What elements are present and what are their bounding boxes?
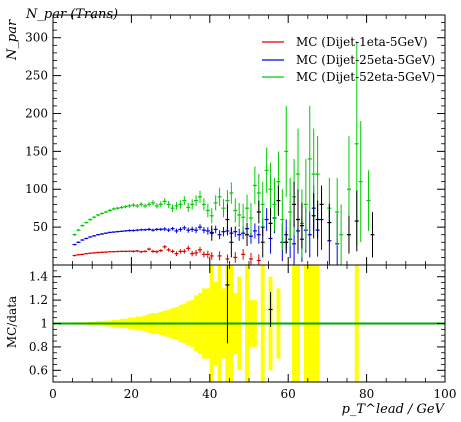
x-tick-label: 60	[281, 387, 296, 401]
x-axis-label: p_T^lead / GeV	[342, 402, 446, 417]
x-tick-label: 80	[359, 387, 374, 401]
series-4	[209, 181, 375, 258]
x-tick-label: 20	[124, 387, 139, 401]
y-tick-label: 100	[25, 182, 48, 196]
y-tick-label: 300	[25, 31, 48, 45]
y-tick-label: 50	[33, 220, 48, 234]
series-2	[72, 185, 340, 265]
x-tick-label: 100	[434, 387, 457, 401]
legend-label-1: MC (Dijet-1eta-5GeV)	[296, 35, 428, 49]
legend-label-2: MC (Dijet-25eta-5GeV)	[296, 53, 435, 67]
ratio-y-tick-label: 0.8	[29, 340, 48, 354]
main-y-axis-label: N_par	[5, 19, 20, 61]
main-panel: 50 100 150 200 250 300	[25, 14, 446, 266]
y-tick-label: 150	[25, 144, 48, 158]
y-tick-label: 200	[25, 106, 48, 120]
series-1	[72, 244, 261, 265]
legend-label-3: MC (Dijet-52eta-5GeV)	[296, 70, 435, 84]
ratio-y-axis-label: MC/data	[5, 296, 19, 348]
ratio-y-tick-label: 1.2	[29, 293, 48, 307]
ratio-y-tick-label: 1.4	[29, 270, 48, 284]
legend: MC (Dijet-1eta-5GeV) MC (Dijet-25eta-5Ge…	[262, 35, 435, 84]
y-tick-label: 250	[25, 69, 48, 83]
x-tick-label: 0	[49, 387, 57, 401]
ratio-y-axis: 0.6 0.8 1 1.2 1.4	[29, 270, 445, 377]
x-axis: 0 20 40 60 80 100	[49, 15, 456, 401]
ratio-y-tick-label: 1	[40, 317, 48, 331]
ratio-plot-area	[53, 265, 445, 382]
main-plot-area	[72, 41, 375, 265]
x-tick-label: 40	[202, 387, 217, 401]
ratio-panel: 0.6 0.8 1 1.2 1.4 0 20 40 60 80 100	[29, 15, 456, 401]
main-y-axis: 50 100 150 200 250 300	[25, 22, 445, 258]
ratio-y-tick-label: 0.6	[29, 363, 48, 377]
